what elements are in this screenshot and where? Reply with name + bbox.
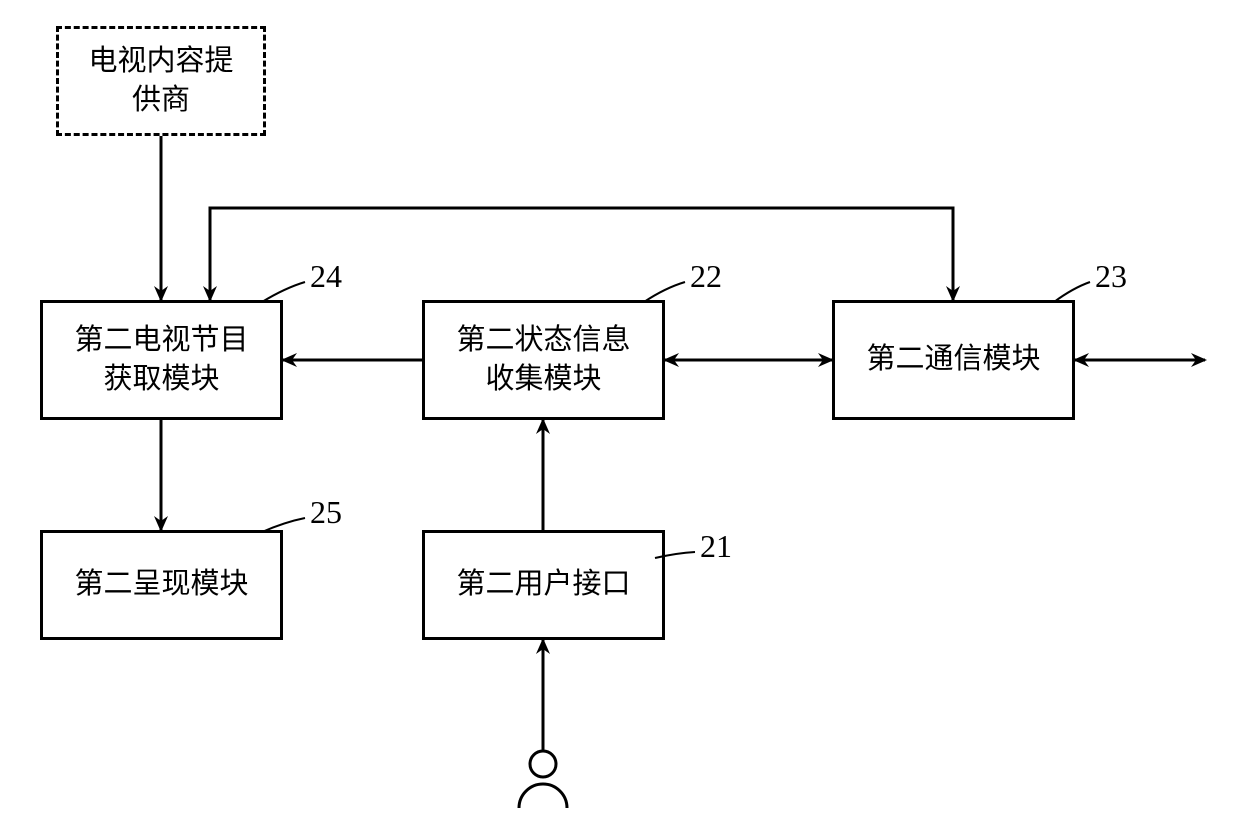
node-user-if: 第二用户接口 [422,530,665,640]
ref-label-25: 25 [310,494,342,531]
node-present-text: 第二呈现模块 [74,565,248,604]
leader-24 [262,282,305,302]
ref-label-22: 22 [690,258,722,295]
node-status-text: 第二状态信息收集模块 [456,321,630,399]
node-present: 第二呈现模块 [40,530,283,640]
diagram-canvas: 电视内容提供商 第二电视节目获取模块 第二状态信息收集模块 第二通信模块 第二呈… [0,0,1239,827]
ref-label-22-text: 22 [690,258,722,294]
ref-label-24-text: 24 [310,258,342,294]
node-status: 第二状态信息收集模块 [422,300,665,420]
node-tv-acquire-text: 第二电视节目获取模块 [74,321,248,399]
ref-label-21: 21 [700,528,732,565]
ref-label-21-text: 21 [700,528,732,564]
leader-22 [644,282,685,302]
ref-label-25-text: 25 [310,494,342,530]
leader-23 [1054,282,1090,302]
node-provider-text: 电视内容提供商 [88,42,233,120]
node-user-if-text: 第二用户接口 [456,565,630,604]
node-comm: 第二通信模块 [832,300,1075,420]
ref-label-23-text: 23 [1095,258,1127,294]
ref-label-24: 24 [310,258,342,295]
node-provider: 电视内容提供商 [56,26,266,136]
node-tv-acquire: 第二电视节目获取模块 [40,300,283,420]
ref-label-23: 23 [1095,258,1127,295]
node-comm-text: 第二通信模块 [866,340,1040,379]
user-icon [519,751,567,808]
